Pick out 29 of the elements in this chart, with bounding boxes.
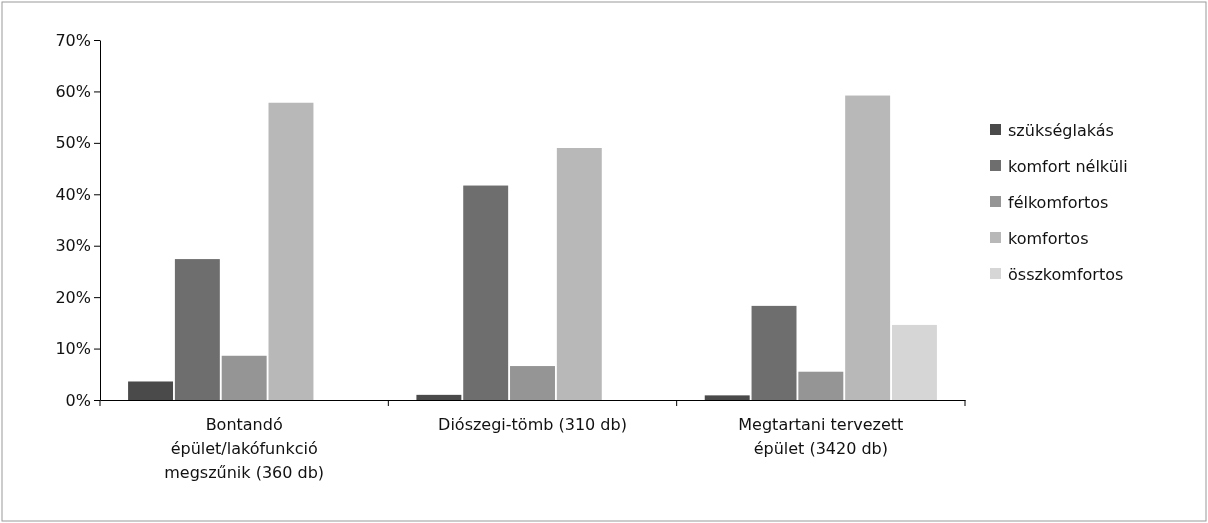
bar [891, 324, 937, 400]
bar [128, 381, 174, 400]
y-tick-label: 50% [55, 133, 91, 153]
legend-label: szükséglakás [1008, 120, 1114, 140]
legend-label: komfortos [1008, 228, 1089, 248]
y-tick-label: 70% [55, 30, 91, 50]
bar [463, 185, 509, 400]
y-tick-label: 20% [55, 287, 91, 307]
bar [221, 355, 267, 400]
y-tick-label: 60% [55, 82, 91, 102]
y-tick-label: 0% [65, 390, 91, 410]
bar [416, 394, 462, 400]
legend-label: komfort nélküli [1008, 156, 1128, 176]
bar [268, 102, 314, 400]
bar [798, 371, 844, 400]
y-tick-label: 30% [55, 236, 91, 256]
bar [845, 95, 891, 400]
legend-label: félkomfortos [1008, 192, 1109, 212]
bar [510, 366, 555, 400]
x-tick-label: Diószegi-tömb (310 db) [438, 415, 627, 434]
y-tick-label: 40% [55, 184, 91, 204]
y-tick-label: 10% [55, 339, 91, 359]
bar [556, 148, 602, 400]
bar [174, 259, 220, 400]
bar [751, 305, 797, 400]
bar [704, 395, 750, 400]
x-tick-label: Megtartani tervezett épület (3420 db) [738, 415, 904, 458]
legend-label: összkomfortos [1008, 264, 1124, 284]
x-tick-label: Bontandó épület/lakófunkció megszűnik (360 db) [164, 415, 325, 482]
